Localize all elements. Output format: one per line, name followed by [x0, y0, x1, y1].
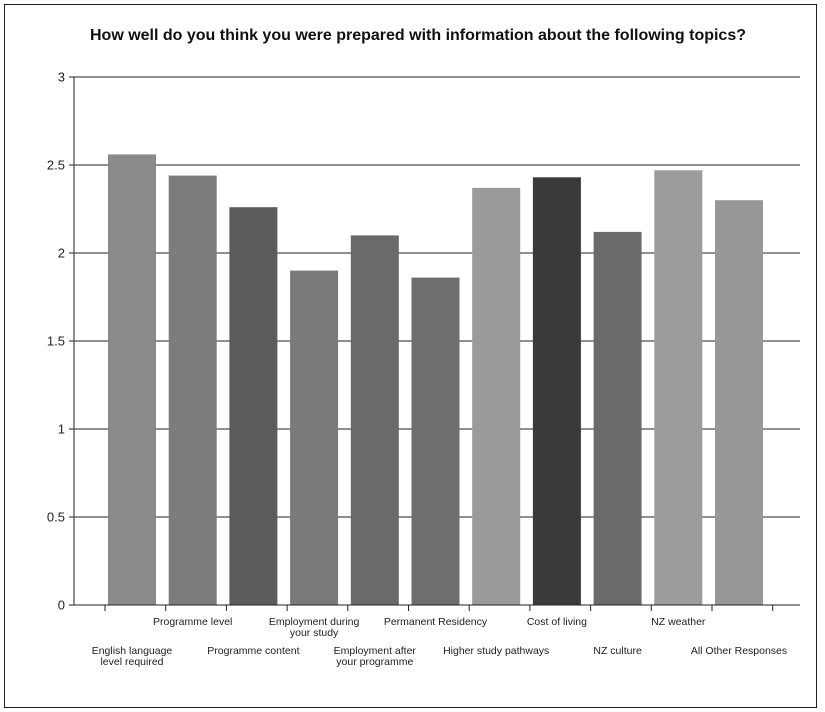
bar [350, 235, 399, 605]
x-tick-label: All Other Responses [691, 645, 787, 657]
bar [532, 177, 581, 606]
x-tick-label: Permanent Residency [384, 616, 488, 628]
x-tick-label: Employment during your study [269, 616, 360, 639]
x-tick-labels: English language level required Programme … [92, 605, 787, 668]
bar [168, 175, 217, 605]
y-tick-label: 1 [58, 422, 65, 437]
y-tick-label: 0 [58, 598, 65, 613]
x-tick-label: Programme content [207, 645, 299, 657]
bar [715, 200, 763, 605]
y-tick-label: 3 [58, 70, 65, 85]
x-tick-label: NZ culture [593, 645, 642, 657]
bar [654, 170, 703, 606]
bars [108, 154, 763, 606]
bar [411, 277, 460, 605]
bar [229, 207, 278, 605]
bar [472, 187, 521, 605]
x-tick-label: NZ weather [651, 616, 706, 628]
bar [108, 154, 156, 605]
y-tick-label: 2 [58, 246, 65, 261]
bar [290, 270, 339, 605]
x-tick-label: Programme level [153, 616, 232, 628]
y-tick-label: 0.5 [47, 510, 65, 525]
chart-title: How well do you think you were prepared … [90, 27, 746, 44]
x-tick-label: English language level required [92, 645, 173, 668]
y-tick-label: 2.5 [47, 158, 65, 173]
y-tick-label: 1.5 [47, 334, 65, 349]
x-tick-label: Cost of living [527, 616, 587, 628]
y-tick-labels: 0 0.5 1 1.5 2 2.5 3 [47, 70, 74, 613]
x-tick-label: Employment after your programme [334, 645, 417, 668]
bar [593, 231, 642, 605]
x-tick-label: Higher study pathways [443, 645, 549, 657]
